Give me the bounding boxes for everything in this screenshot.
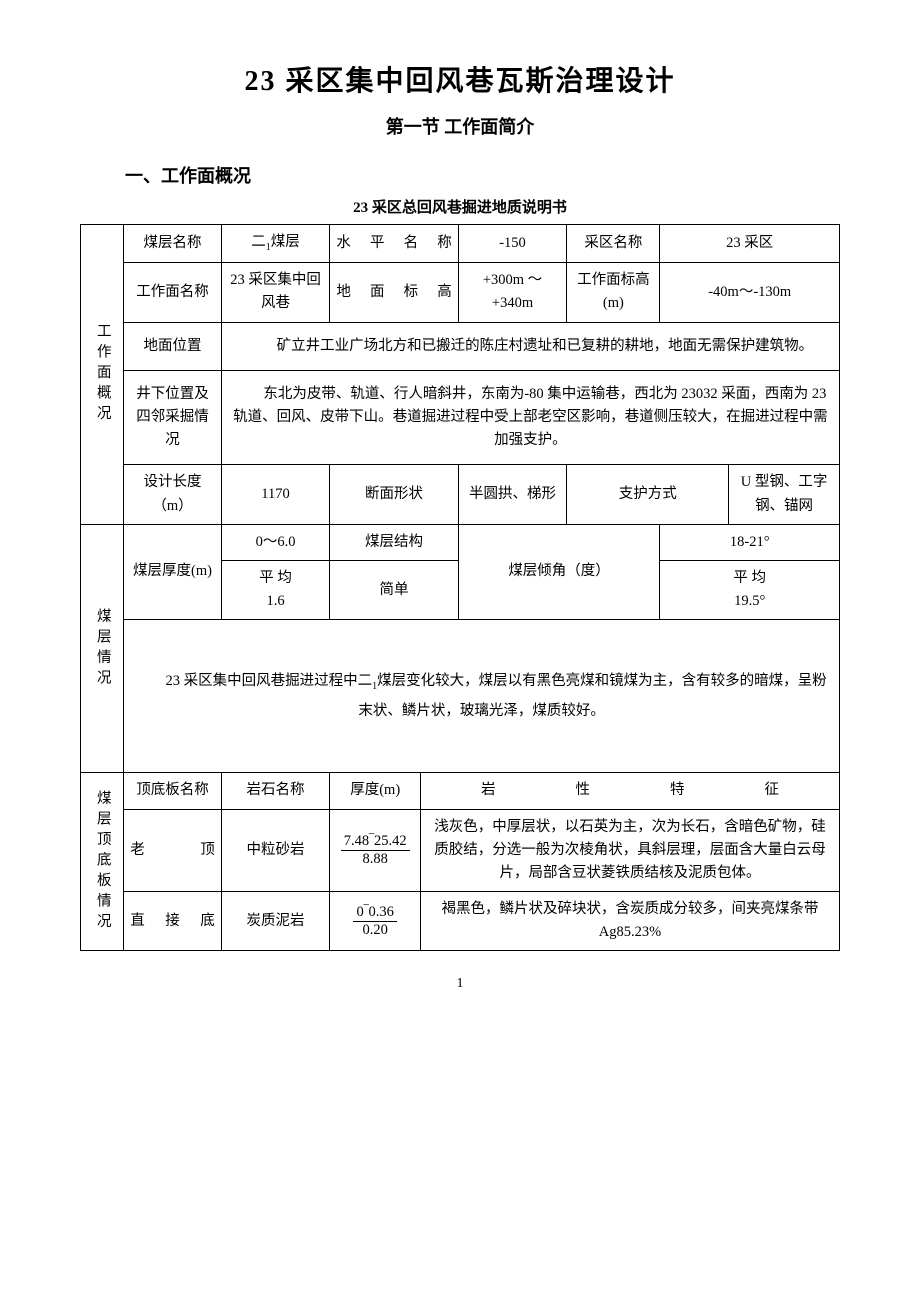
cell-label: 设计长度（m） <box>124 465 222 524</box>
cell-value: 18-21° <box>660 524 840 560</box>
cell-value: 二1煤层 <box>221 225 330 263</box>
cell-label: 水平名称 <box>330 225 458 263</box>
cell-label: 顶底板名称 <box>124 773 222 809</box>
side-label-overview: 工作面概况 <box>81 225 124 524</box>
cell-value: U 型钢、工字钢、锚网 <box>729 465 840 524</box>
cell-value: 老顶 <box>124 809 222 892</box>
cell-label: 工作面标高(m) <box>567 263 660 322</box>
cell-value: 中粒砂岩 <box>221 809 330 892</box>
fraction-denominator: 0.20 <box>353 922 396 939</box>
cell-label: 岩性特征 <box>421 773 840 809</box>
side-label-roof: 煤层顶底板情况 <box>81 773 124 951</box>
text: 二 <box>251 234 266 250</box>
text: 煤层变化较大，煤层以有黑色亮煤和镜煤为主，含有较多的暗煤，呈粉末状、鳞片状，玻璃… <box>358 673 826 719</box>
text: 23 采区集中回风巷掘进过程中二 <box>166 673 373 689</box>
cell-value: 褐黑色，鳞片状及碎块状，含炭质成分较多，间夹亮煤条带 Ag85.23% <box>421 892 840 951</box>
cell-value: +300m ～ +340m <box>458 263 567 322</box>
table-row: 煤层情况 煤层厚度(m) 0～6.0 煤层结构 煤层倾角（度） 18-21° <box>81 524 840 560</box>
cell-value: 半圆拱、梯形 <box>458 465 567 524</box>
cell-value: -40m～-130m <box>660 263 840 322</box>
page-number: 1 <box>80 973 840 995</box>
text: 煤层 <box>271 234 300 250</box>
table-row: 地面位置 矿立井工业广场北方和已搬迁的陈庄村遗址和已复耕的耕地，地面无需保护建筑… <box>81 322 840 370</box>
fraction-numerator: 7.48‾25.42 <box>341 833 410 851</box>
table-row: 煤层顶底板情况 顶底板名称 岩石名称 厚度(m) 岩性特征 <box>81 773 840 809</box>
cell-value: 23 采区集中回风巷 <box>221 263 330 322</box>
fraction-denominator: 8.88 <box>341 851 410 868</box>
cell-label: 地面位置 <box>124 322 222 370</box>
cell-value: 0～6.0 <box>221 524 330 560</box>
cell-value: 23 采区 <box>660 225 840 263</box>
cell-value: 直接底 <box>124 892 222 951</box>
section-heading: 一、工作面概况 <box>125 162 840 191</box>
cell-value: 23 采区集中回风巷掘进过程中二1煤层变化较大，煤层以有黑色亮煤和镜煤为主，含有… <box>124 620 840 773</box>
table-row: 工作面名称 23 采区集中回风巷 地面标高 +300m ～ +340m 工作面标… <box>81 263 840 322</box>
cell-value: 平 均 19.5° <box>660 560 840 619</box>
cell-value: 平 均 1.6 <box>221 560 330 619</box>
page-title: 23 采区集中回风巷瓦斯治理设计 <box>80 60 840 105</box>
text: 平 均 <box>733 570 766 586</box>
subtitle: 第一节 工作面简介 <box>80 113 840 142</box>
cell-label: 厚度(m) <box>330 773 421 809</box>
cell-value: 7.48‾25.42 8.88 <box>330 809 421 892</box>
table-row: 工作面概况 煤层名称 二1煤层 水平名称 -150 采区名称 23 采区 <box>81 225 840 263</box>
cell-value: 矿立井工业广场北方和已搬迁的陈庄村遗址和已复耕的耕地，地面无需保护建筑物。 <box>221 322 839 370</box>
table-row: 设计长度（m） 1170 断面形状 半圆拱、梯形 支护方式 U 型钢、工字钢、锚… <box>81 465 840 524</box>
cell-label: 煤层倾角（度） <box>458 524 660 620</box>
text: 19.5° <box>734 593 765 609</box>
cell-label: 煤层厚度(m) <box>124 524 222 620</box>
cell-label: 岩石名称 <box>221 773 330 809</box>
geology-table: 工作面概况 煤层名称 二1煤层 水平名称 -150 采区名称 23 采区 工作面… <box>80 224 840 951</box>
cell-value: 炭质泥岩 <box>221 892 330 951</box>
cell-label: 地面标高 <box>330 263 458 322</box>
cell-label: 断面形状 <box>330 465 458 524</box>
cell-label: 煤层结构 <box>330 524 458 560</box>
text: 1.6 <box>266 593 284 609</box>
cell-value: 浅灰色，中厚层状，以石英为主，次为长石，含暗色矿物，硅质胶结，分选一般为次棱角状… <box>421 809 840 892</box>
cell-label: 采区名称 <box>567 225 660 263</box>
cell-label: 工作面名称 <box>124 263 222 322</box>
table-row: 23 采区集中回风巷掘进过程中二1煤层变化较大，煤层以有黑色亮煤和镜煤为主，含有… <box>81 620 840 773</box>
table-row: 老顶 中粒砂岩 7.48‾25.42 8.88 浅灰色，中厚层状，以石英为主，次… <box>81 809 840 892</box>
table-caption: 23 采区总回风巷掘进地质说明书 <box>80 196 840 220</box>
cell-value: 1170 <box>221 465 330 524</box>
cell-value: -150 <box>458 225 567 263</box>
cell-label: 井下位置及四邻采掘情况 <box>124 370 222 465</box>
fraction-numerator: 0‾0.36 <box>353 904 396 922</box>
text: 平 均 <box>259 570 292 586</box>
cell-value: 东北为皮带、轨道、行人暗斜井，东南为-80 集中运输巷，西北为 23032 采面… <box>221 370 839 465</box>
fraction: 0‾0.36 0.20 <box>353 904 396 938</box>
cell-value: 0‾0.36 0.20 <box>330 892 421 951</box>
cell-value: 简单 <box>330 560 458 619</box>
table-row: 直接底 炭质泥岩 0‾0.36 0.20 褐黑色，鳞片状及碎块状，含炭质成分较多… <box>81 892 840 951</box>
side-label-seam: 煤层情况 <box>81 524 124 773</box>
table-row: 井下位置及四邻采掘情况 东北为皮带、轨道、行人暗斜井，东南为-80 集中运输巷，… <box>81 370 840 465</box>
cell-label: 煤层名称 <box>124 225 222 263</box>
cell-label: 支护方式 <box>567 465 729 524</box>
fraction: 7.48‾25.42 8.88 <box>341 833 410 867</box>
